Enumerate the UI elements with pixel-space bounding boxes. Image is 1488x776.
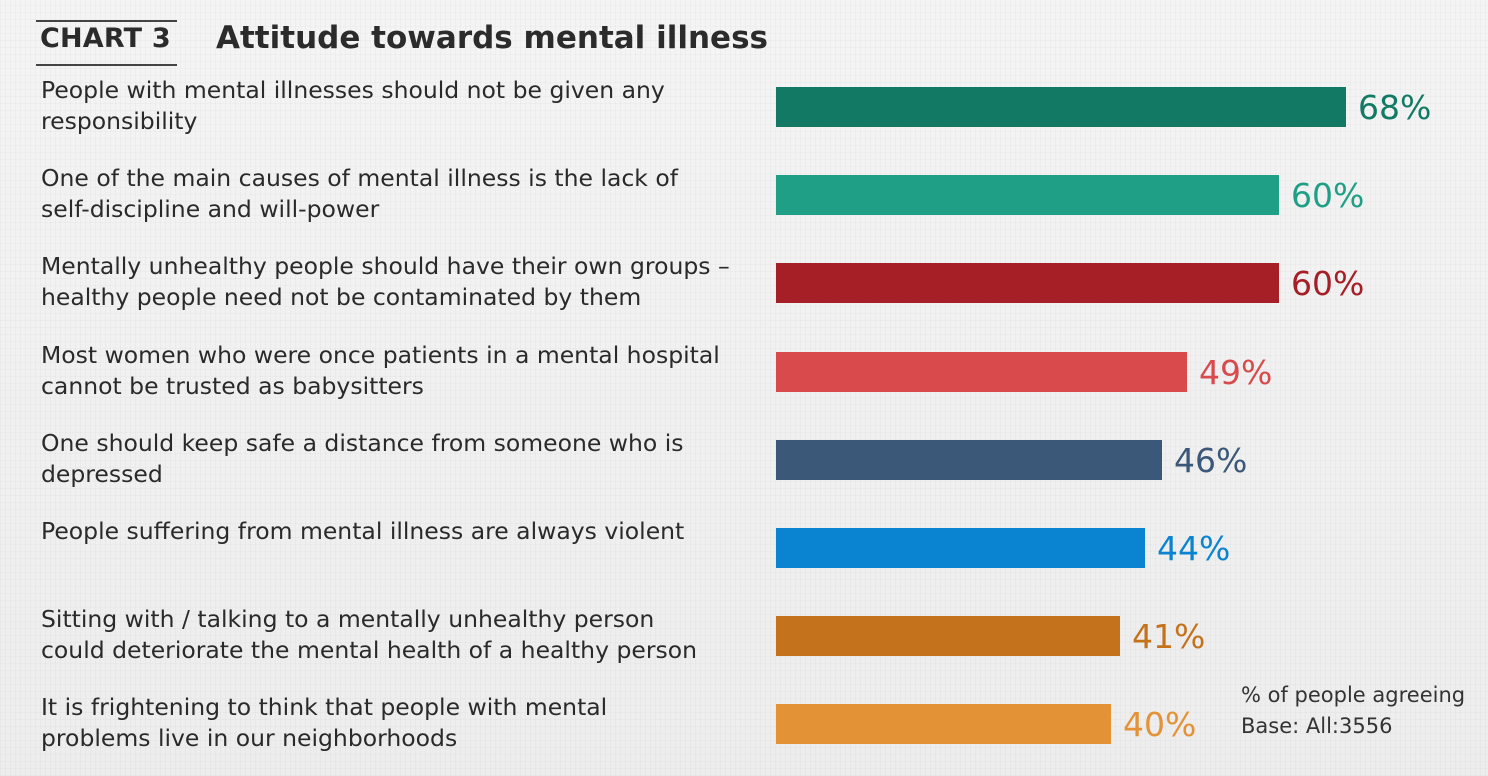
bar (776, 87, 1346, 127)
category-label-line: Most women who were once patients in a m… (41, 341, 720, 369)
category-label-line: People with mental illnesses should not … (41, 76, 665, 104)
data-label: 49% (1199, 353, 1273, 392)
category-label-line: One of the main causes of mental illness… (41, 164, 679, 192)
category-label-line: Mentally unhealthy people should have th… (41, 252, 730, 280)
data-label: 41% (1132, 617, 1206, 656)
bar (776, 616, 1120, 656)
chart-title: Attitude towards mental illness (216, 20, 768, 56)
category-label: Most women who were once patients in a m… (41, 340, 761, 402)
category-label-line: could deteriorate the mental health of a… (41, 636, 697, 664)
chart-footnote: % of people agreeing Base: All:3556 (1241, 680, 1465, 742)
category-label: It is frightening to think that people w… (41, 692, 761, 754)
category-label: Mentally unhealthy people should have th… (41, 251, 761, 313)
data-label: 60% (1291, 264, 1365, 303)
bar (776, 263, 1279, 303)
category-label: One should keep safe a distance from som… (41, 428, 761, 490)
category-label-line: healthy people need not be contaminated … (41, 283, 642, 311)
data-label: 46% (1174, 441, 1248, 480)
category-label-line: depressed (41, 460, 163, 488)
bar (776, 704, 1111, 744)
bar (776, 175, 1279, 215)
data-label: 40% (1123, 705, 1197, 744)
category-label: People suffering from mental illness are… (41, 516, 761, 547)
category-label-line: responsibility (41, 107, 198, 135)
data-label: 68% (1358, 88, 1432, 127)
category-label: Sitting with / talking to a mentally unh… (41, 604, 761, 666)
bar (776, 352, 1187, 392)
category-label-line: Sitting with / talking to a mentally unh… (41, 605, 655, 633)
data-label: 60% (1291, 176, 1365, 215)
chart-header: CHART 3 Attitude towards mental illness (36, 14, 768, 66)
category-label: One of the main causes of mental illness… (41, 163, 761, 225)
category-label-line: It is frightening to think that people w… (41, 693, 608, 721)
chart-number: CHART 3 (36, 20, 177, 66)
data-label: 44% (1157, 529, 1231, 568)
category-label-line: self-discipline and will-power (41, 195, 380, 223)
category-label: People with mental illnesses should not … (41, 75, 761, 137)
category-label-line: problems live in our neighborhoods (41, 724, 458, 752)
category-label-line: cannot be trusted as babysitters (41, 372, 424, 400)
bar (776, 528, 1145, 568)
footnote-base: Base: All:3556 (1241, 714, 1393, 738)
category-label-line: People suffering from mental illness are… (41, 517, 685, 545)
category-label-line: One should keep safe a distance from som… (41, 429, 684, 457)
footnote-measure: % of people agreeing (1241, 683, 1466, 707)
bar (776, 440, 1162, 480)
